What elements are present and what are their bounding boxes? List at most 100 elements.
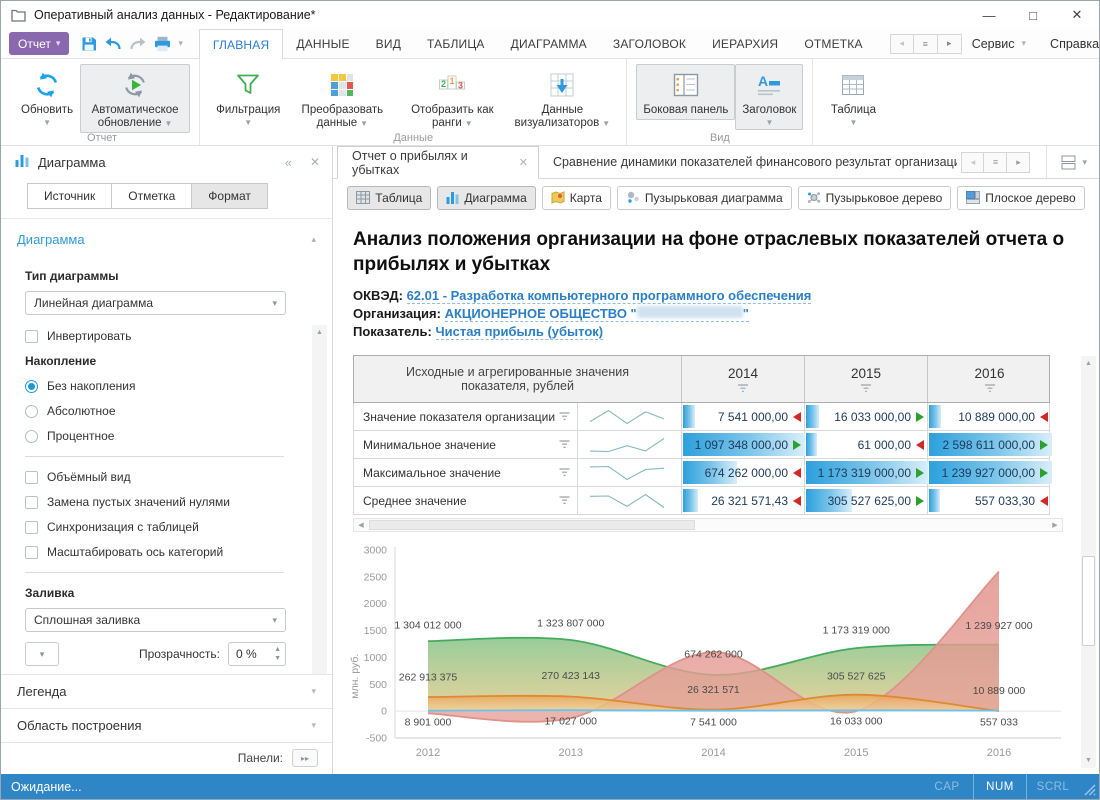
scrollbar-thumb[interactable] — [369, 520, 695, 530]
chevron-down-icon: ▼ — [464, 119, 473, 128]
fill-color-select[interactable]: ▾ — [25, 642, 59, 666]
vis-flat-tree-button[interactable]: Плоское дерево — [957, 185, 1085, 210]
filter-funnel-icon[interactable] — [559, 440, 570, 449]
document-tab-dynamics[interactable]: Сравнение динамики показателей финансово… — [552, 155, 958, 169]
ribbon-tab-hierarchy[interactable]: ИЕРАРХИЯ — [712, 36, 779, 51]
stepper-arrows-icon[interactable]: ▲ ▼ — [274, 646, 281, 662]
vis-table-button[interactable]: Таблица — [347, 185, 432, 210]
undo-button[interactable] — [104, 36, 122, 51]
scroll-left-icon[interactable]: ◀ — [358, 522, 364, 529]
scroll-up-icon[interactable]: ▲ — [1085, 360, 1092, 367]
scrollbar-thumb[interactable] — [1082, 556, 1095, 646]
scroll-right-icon[interactable]: ▶ — [1052, 522, 1058, 529]
side-panel-icon — [673, 69, 699, 101]
okved-link[interactable]: 62.01 - Разработка компьютерного програм… — [406, 288, 812, 304]
ribbon-tab-mark[interactable]: ОТМЕТКА — [804, 36, 863, 51]
organization-link[interactable]: АКЦИОНЕРНОЕ ОБЩЕСТВО " " — [444, 306, 749, 322]
chevron-down-icon: ▾ — [1021, 38, 1027, 48]
panels-expand-button[interactable]: ▸▸ — [292, 749, 318, 767]
vis-chart-button[interactable]: Диаграмма — [437, 185, 536, 210]
scroll-up-icon[interactable]: ▲ — [316, 329, 323, 336]
scroll-doc-tabs-right-button[interactable]: ▸ — [1007, 151, 1031, 173]
vis-bubble-chart-button[interactable]: Пузырьковая диаграмма — [616, 185, 792, 210]
close-panel-icon[interactable]: ✕ — [309, 155, 320, 169]
auto-refresh-button[interactable]: Автоматическое обновление ▼ — [80, 64, 191, 133]
visualizer-data-button[interactable]: Данные визуализаторов ▼ — [507, 64, 617, 133]
doc-tab-list-button[interactable]: ≡ — [984, 151, 1008, 173]
table-horizontal-scrollbar[interactable]: ◀ ▶ — [353, 518, 1063, 532]
transparency-stepper[interactable]: 0 % ▲ ▼ — [228, 642, 286, 666]
save-button[interactable] — [81, 36, 97, 52]
empty-as-zero-checkbox[interactable]: Замена пустых значений нулями — [25, 495, 286, 509]
radio-percent[interactable]: Процентное — [25, 429, 286, 443]
tab-mark[interactable]: Отметка — [112, 183, 193, 209]
chart-type-label: Тип диаграммы — [25, 269, 119, 283]
help-menu[interactable]: Справка▾ — [1050, 36, 1100, 51]
year-column-2016[interactable]: 2016 — [928, 356, 1051, 402]
scroll-doc-tabs-left-button[interactable]: ◂ — [961, 151, 985, 173]
filter-funnel-icon[interactable] — [559, 496, 570, 505]
tab-source[interactable]: Источник — [27, 183, 113, 209]
scroll-tabs-left-button[interactable]: ◂ — [889, 33, 914, 54]
section-legend[interactable]: Легенда ▾ — [1, 674, 332, 708]
sparkline-cell — [578, 431, 682, 458]
close-tab-icon[interactable]: ✕ — [518, 157, 528, 169]
ribbon-tab-data[interactable]: ДАННЫЕ — [296, 36, 350, 51]
minimize-button[interactable]: — — [982, 7, 996, 23]
table-button[interactable]: Таблица ▼ — [822, 64, 884, 130]
filter-funnel-icon[interactable] — [559, 468, 570, 477]
content-vertical-scrollbar[interactable]: ▲ ▼ — [1081, 356, 1096, 768]
chart-type-select[interactable]: Линейная диаграмма ▾ — [25, 291, 286, 315]
year-column-2014[interactable]: 2014 — [682, 356, 805, 402]
print-button[interactable] — [154, 36, 171, 52]
report-menu-button[interactable]: Отчет ▾ — [9, 32, 70, 55]
transform-data-button[interactable]: Преобразовать данные ▼ — [287, 64, 397, 133]
filter-funnel-icon[interactable] — [860, 383, 872, 393]
section-diagram[interactable]: Диаграмма ▴ — [17, 232, 316, 247]
filter-funnel-icon[interactable] — [559, 412, 570, 421]
document-tab-profit-report[interactable]: Отчет о прибылях и убытках ✕ — [337, 146, 539, 179]
ribbon-tab-table[interactable]: ТАБЛИЦА — [427, 36, 485, 51]
ribbon-tab-home[interactable]: ГЛАВНАЯ — [198, 29, 284, 59]
panel-scrollbar[interactable]: ▲ ▼ — [312, 325, 327, 674]
title-toggle-button[interactable]: A Заголовок ▼ — [735, 64, 804, 130]
ribbon-tab-chart[interactable]: ДИАГРАММА — [510, 36, 587, 51]
year-column-2015[interactable]: 2015 — [805, 356, 928, 402]
refresh-button[interactable]: Обновить ▼ — [14, 64, 80, 130]
ribbon-tab-view[interactable]: ВИД — [375, 36, 402, 51]
service-menu[interactable]: Сервис ▾ — [971, 36, 1027, 51]
vis-bubble-tree-button[interactable]: Пузырьковое дерево — [797, 185, 952, 210]
ribbon-tab-header[interactable]: ЗАГОЛОВОК — [612, 36, 687, 51]
section-plot-area[interactable]: Область построения ▾ — [1, 708, 332, 742]
indicator-link[interactable]: Чистая прибыль (убыток) — [435, 324, 604, 340]
radio-absolute[interactable]: Абсолютное — [25, 404, 286, 418]
scale-category-axis-checkbox[interactable]: Масштабировать ось категорий — [25, 545, 286, 559]
vis-map-button[interactable]: Карта — [541, 185, 611, 210]
resize-grip-icon[interactable] — [1079, 774, 1099, 799]
scroll-tabs-right-button[interactable]: ▸ — [937, 33, 962, 54]
filtering-button[interactable]: Фильтрация ▼ — [209, 64, 287, 130]
redo-button[interactable] — [129, 36, 147, 51]
radio-no-accumulation[interactable]: Без накопления — [25, 379, 286, 393]
invert-checkbox[interactable]: Инвертировать — [25, 329, 286, 343]
close-button[interactable]: ✕ — [1071, 7, 1083, 22]
collapse-panel-icon[interactable]: « — [284, 154, 292, 170]
filter-funnel-icon[interactable] — [984, 383, 996, 393]
maximize-button[interactable]: □ — [1029, 7, 1037, 23]
side-panel-button[interactable]: Боковая панель — [636, 64, 736, 120]
data-point-label: 17 027 000 — [544, 716, 597, 728]
value-cell: 305 527 625,00 — [805, 487, 928, 514]
print-options-caret-icon[interactable]: ▾ — [178, 38, 183, 48]
row-label-cell: Минимальное значение — [354, 431, 578, 458]
tab-format[interactable]: Формат — [192, 183, 268, 209]
filter-funnel-icon[interactable] — [737, 383, 749, 393]
volume-view-checkbox[interactable]: Объёмный вид — [25, 470, 286, 484]
document-tabs: Отчет о прибылях и убытках ✕ Сравнение д… — [333, 146, 1099, 179]
scroll-down-icon[interactable]: ▼ — [1085, 757, 1092, 764]
tab-list-button[interactable]: ≡ — [913, 33, 938, 54]
sync-with-table-checkbox[interactable]: Синхронизация с таблицей — [25, 520, 286, 534]
fill-type-select[interactable]: Сплошная заливка ▾ — [25, 608, 286, 632]
chevron-down-icon: ▾ — [1082, 156, 1087, 167]
split-view-button[interactable]: ▾ — [1046, 146, 1087, 178]
